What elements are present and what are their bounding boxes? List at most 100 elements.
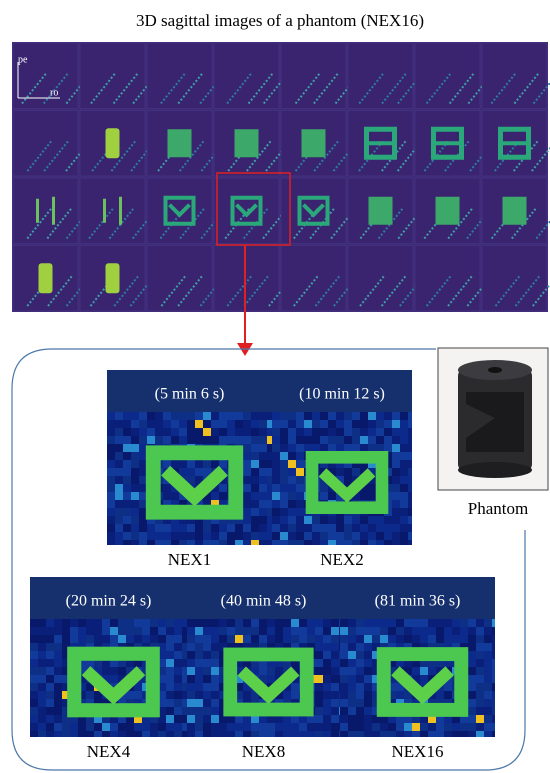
pixel <box>259 731 267 737</box>
pixel <box>400 476 408 484</box>
pixel <box>468 643 476 651</box>
pixel <box>251 731 259 737</box>
pixel <box>203 723 211 731</box>
pixel <box>400 540 408 545</box>
pixel <box>123 420 131 428</box>
pixel <box>227 428 235 436</box>
pixel <box>348 723 356 731</box>
pixel <box>179 436 187 444</box>
pixel <box>275 635 283 643</box>
pixel <box>288 532 296 540</box>
pixel <box>179 460 187 468</box>
pixel <box>484 635 492 643</box>
pixel <box>312 428 320 436</box>
pixel <box>115 524 123 532</box>
pixel <box>360 524 368 532</box>
pixel <box>323 659 331 667</box>
pixel <box>476 619 484 627</box>
pixel <box>368 484 376 492</box>
pixel <box>336 524 344 532</box>
pixel <box>78 619 86 627</box>
pixel <box>404 627 412 635</box>
pixel <box>331 619 339 627</box>
pixel <box>323 667 331 675</box>
pixel <box>476 723 484 731</box>
pixel <box>195 532 203 540</box>
pixel <box>259 723 267 731</box>
pixel <box>460 731 468 737</box>
pixel <box>38 627 46 635</box>
pixel <box>235 627 243 635</box>
pixel <box>376 540 384 545</box>
pixel <box>323 691 331 699</box>
pixel <box>115 444 123 452</box>
pixel <box>340 667 348 675</box>
pixel <box>94 731 102 737</box>
pixel <box>299 723 307 731</box>
pixel <box>428 619 436 627</box>
pixel <box>182 627 187 635</box>
pixel <box>484 675 492 683</box>
pixel <box>364 723 372 731</box>
pixel <box>259 452 267 460</box>
scan-time: (40 min 48 s) <box>221 593 307 610</box>
pixel <box>155 524 163 532</box>
pixel <box>203 667 211 675</box>
pixel <box>372 619 380 627</box>
pixel <box>30 691 38 699</box>
pixel <box>315 691 323 699</box>
pixel <box>272 412 280 420</box>
pixel <box>267 635 275 643</box>
slice-shape <box>106 128 120 158</box>
pixel <box>243 428 251 436</box>
pixel <box>107 436 115 444</box>
pixel <box>211 675 219 683</box>
slice-shape <box>503 197 527 225</box>
pixel <box>38 675 46 683</box>
pixel <box>203 643 211 651</box>
pixel <box>344 468 352 476</box>
pixel <box>46 619 54 627</box>
pixel <box>336 468 344 476</box>
pixel <box>251 484 259 492</box>
pixel <box>195 707 203 715</box>
figure: 3D sagittal images of a phantom (NEX16) … <box>0 0 550 773</box>
pixel <box>166 707 174 715</box>
pixel <box>340 675 348 683</box>
pixel <box>94 619 102 627</box>
pixel <box>420 723 428 731</box>
pixel <box>352 444 360 452</box>
slice <box>214 246 279 312</box>
pixel <box>272 524 280 532</box>
pixel <box>267 516 272 524</box>
pixel <box>315 627 323 635</box>
pixel <box>182 723 187 731</box>
pixel <box>187 532 195 540</box>
pixel <box>267 532 272 540</box>
pixel <box>78 635 86 643</box>
slice-shape <box>235 129 259 157</box>
pixel <box>280 444 288 452</box>
pixel <box>328 444 336 452</box>
pixel <box>348 643 356 651</box>
pixel <box>420 627 428 635</box>
pixel <box>203 627 211 635</box>
pixel <box>348 651 356 659</box>
pixel <box>492 659 495 667</box>
pixel <box>182 691 187 699</box>
pixel <box>107 484 115 492</box>
pixel <box>328 524 336 532</box>
pixel <box>476 683 484 691</box>
pixel <box>352 540 360 545</box>
pixel <box>219 436 227 444</box>
pixel <box>134 731 142 737</box>
pixel <box>392 500 400 508</box>
pixel <box>211 619 219 627</box>
pixel <box>408 436 412 444</box>
pixel <box>348 627 356 635</box>
pixel <box>251 460 259 468</box>
pixel <box>484 715 492 723</box>
pixel <box>166 683 174 691</box>
pixel <box>280 492 288 500</box>
pixel <box>356 659 364 667</box>
